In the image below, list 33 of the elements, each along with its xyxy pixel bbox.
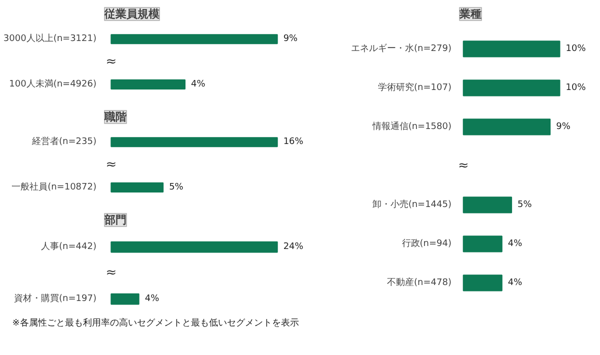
y-tick-label: 100人未満(n=4926) — [9, 78, 97, 90]
chart-title: 従業員規模 — [104, 8, 160, 20]
annotation: ※各属性ごと最も利用率の高いセグメントと最も低いセグメントを表示 — [12, 318, 299, 328]
y-tick-label: 経営者(n=235) — [31, 136, 97, 148]
chart-title: 職階 — [104, 110, 128, 124]
data-label: 5% — [169, 182, 184, 192]
y-tick-label: 卸・小売(n=1445) — [372, 198, 452, 210]
annotation: ≈ — [106, 54, 117, 70]
data-label: 4% — [508, 278, 523, 288]
chart-title: 部門 — [104, 214, 126, 226]
y-tick-label: 学術研究(n=107) — [378, 82, 452, 93]
y-tick-label: 情報通信(n=1580) — [371, 120, 452, 132]
data-label: 4% — [508, 238, 523, 249]
y-tick-label: 不動産(n=478) — [387, 276, 452, 288]
y-tick-label: 一般社員(n=10872) — [12, 181, 97, 192]
data-label: 24% — [283, 242, 304, 252]
data-label: 10% — [566, 82, 586, 93]
chart-title: 業種 — [458, 8, 482, 20]
annotation: ≈ — [458, 158, 469, 174]
data-label: 9% — [556, 122, 571, 132]
y-tick-label: 3000人以上(n=3121) — [3, 33, 96, 44]
data-label: 5% — [518, 200, 532, 210]
y-tick-label: エネルギー・水(n=279) — [351, 42, 452, 54]
y-tick-label: 人事(n=442) — [41, 241, 97, 252]
annotation: ≈ — [106, 157, 117, 172]
data-label: 16% — [283, 137, 304, 148]
data-label: 9% — [283, 34, 298, 44]
y-tick-label: 資材・購買(n=197) — [14, 293, 97, 304]
data-label: 4% — [191, 79, 206, 90]
data-label: 10% — [566, 44, 586, 54]
y-tick-label: 行政(n=94) — [402, 238, 452, 249]
annotation: ≈ — [106, 266, 117, 281]
data-label: 4% — [144, 294, 160, 304]
